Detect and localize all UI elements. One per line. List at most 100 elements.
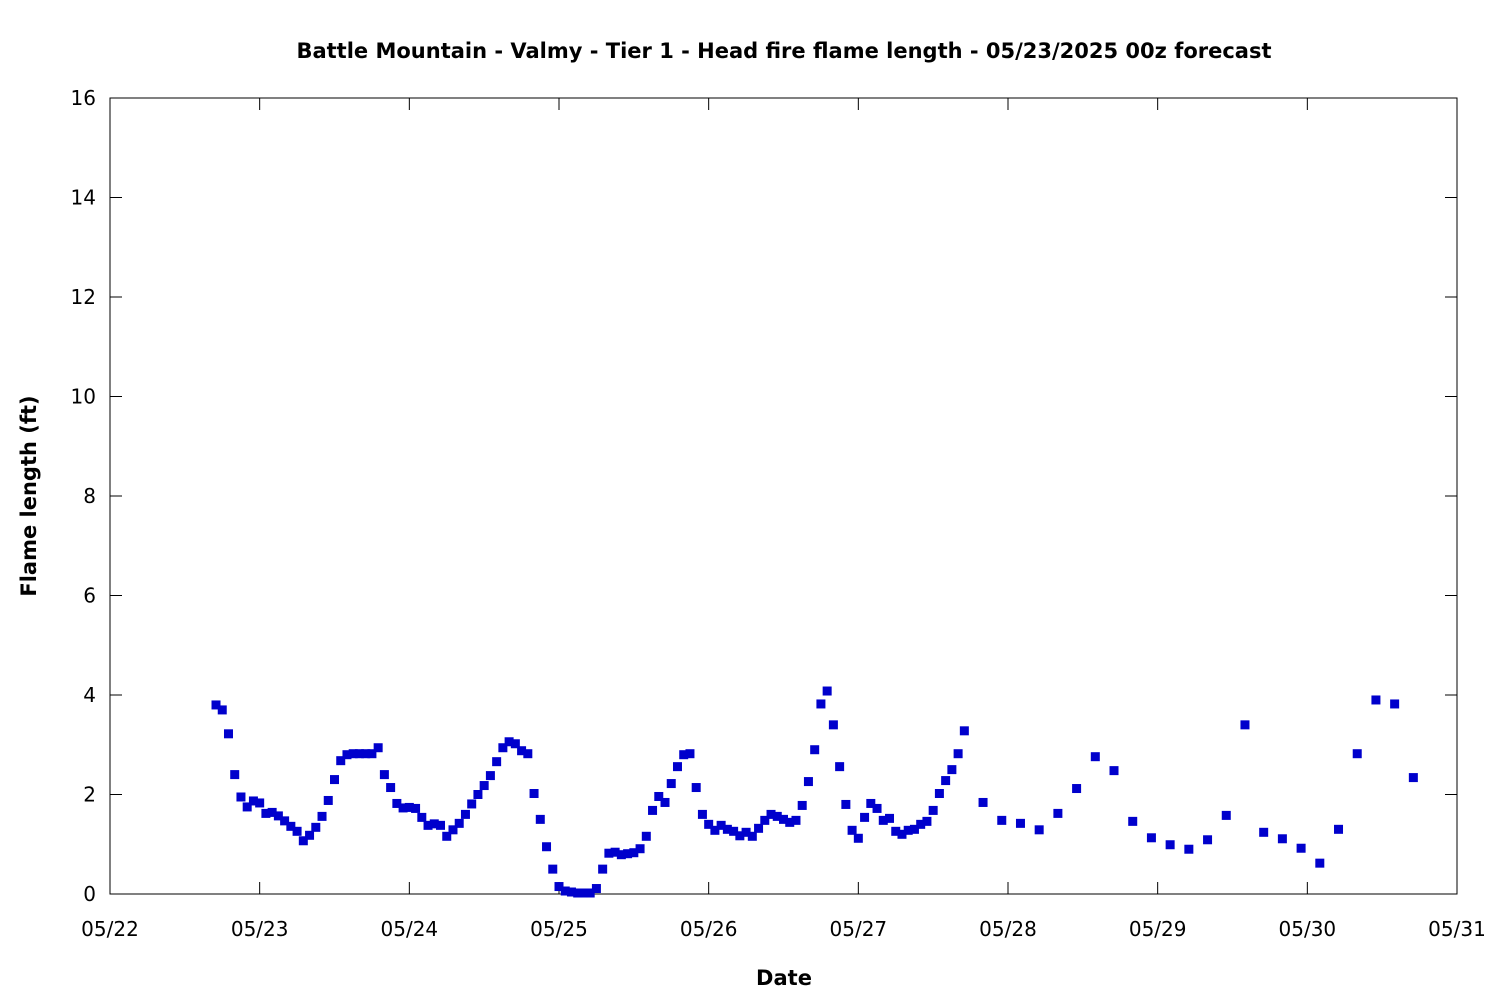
data-point xyxy=(891,826,901,836)
data-point xyxy=(722,824,732,834)
y-tick-label: 2 xyxy=(83,783,96,807)
data-point xyxy=(828,720,838,730)
y-tick-label: 10 xyxy=(71,385,96,409)
y-tick-label: 4 xyxy=(83,683,96,707)
y-tick-label: 12 xyxy=(71,285,96,309)
x-tick-label: 05/28 xyxy=(979,917,1037,941)
data-point xyxy=(853,833,863,843)
data-point xyxy=(672,762,682,772)
data-point xyxy=(1015,818,1025,828)
data-point xyxy=(885,813,895,823)
chart-title: Battle Mountain - Valmy - Tier 1 - Head … xyxy=(296,39,1271,63)
data-point xyxy=(1334,824,1344,834)
x-tick-label: 05/25 xyxy=(530,917,588,941)
data-point xyxy=(716,820,726,830)
data-point xyxy=(697,809,707,819)
data-point xyxy=(959,726,969,736)
x-tick-label: 05/23 xyxy=(231,917,289,941)
data-point xyxy=(934,789,944,799)
data-point xyxy=(635,844,645,854)
data-point xyxy=(423,820,433,830)
x-tick-label: 05/30 xyxy=(1279,917,1337,941)
x-axis: 05/22 05/23 05/24 05/25 05/26 05/27 05/28 05/29… xyxy=(81,98,1486,941)
data-point xyxy=(392,798,402,808)
y-axis: 0 2 4 6 8 10 12 14 16 xyxy=(71,86,1457,906)
data-point xyxy=(504,737,514,747)
data-point xyxy=(1277,834,1287,844)
data-point xyxy=(953,749,963,759)
data-point xyxy=(460,809,470,819)
x-tick-label: 05/26 xyxy=(680,917,738,941)
x-tick-label: 05/22 xyxy=(81,917,139,941)
data-point xyxy=(648,805,658,815)
data-point xyxy=(591,884,601,894)
data-point xyxy=(217,705,227,715)
plot-frame xyxy=(109,97,1458,895)
data-point xyxy=(1315,858,1325,868)
data-point xyxy=(679,750,689,760)
data-point xyxy=(311,822,321,832)
data-point xyxy=(585,888,595,898)
data-point xyxy=(654,791,664,801)
data-point xyxy=(267,807,277,817)
data-point xyxy=(947,765,957,775)
data-point xyxy=(298,836,308,846)
data-point xyxy=(354,749,364,759)
data-point xyxy=(560,886,570,896)
data-point xyxy=(1259,827,1269,837)
data-point xyxy=(373,743,383,753)
data-point xyxy=(928,805,938,815)
data-point xyxy=(1165,840,1175,850)
y-tick-label: 8 xyxy=(83,484,96,508)
data-point xyxy=(379,770,389,780)
x-tick-label: 05/31 xyxy=(1428,917,1486,941)
data-point xyxy=(230,770,240,780)
data-point xyxy=(872,803,882,813)
data-point xyxy=(492,757,502,767)
y-tick-label: 14 xyxy=(71,186,96,210)
data-point xyxy=(255,798,265,808)
data-point xyxy=(542,842,552,852)
data-point xyxy=(286,821,296,831)
data-point xyxy=(1109,766,1119,776)
data-point xyxy=(835,762,845,772)
data-point xyxy=(411,803,421,813)
data-point xyxy=(1053,808,1063,818)
data-point xyxy=(223,729,233,739)
data-point xyxy=(1390,699,1400,709)
data-point xyxy=(517,746,527,756)
data-point xyxy=(841,799,851,809)
data-point xyxy=(348,749,358,759)
data-point xyxy=(897,829,907,839)
data-point xyxy=(1128,816,1138,826)
data-point xyxy=(467,799,477,809)
data-point xyxy=(473,790,483,799)
data-point xyxy=(510,739,520,749)
data-point xyxy=(747,831,757,841)
data-point xyxy=(242,802,252,812)
data-point xyxy=(1352,749,1362,759)
data-point xyxy=(548,864,558,874)
data-point xyxy=(598,864,608,874)
data-point xyxy=(629,848,639,858)
data-point xyxy=(666,779,676,789)
x-tick-label: 05/29 xyxy=(1129,917,1187,941)
data-point xyxy=(330,775,339,785)
data-point xyxy=(367,749,377,759)
data-point xyxy=(448,825,458,835)
data-point xyxy=(554,882,564,892)
data-series xyxy=(211,686,1418,898)
data-point xyxy=(323,795,333,805)
data-point xyxy=(317,811,327,821)
data-point xyxy=(822,686,832,696)
data-point xyxy=(1371,695,1381,705)
data-point xyxy=(710,825,720,835)
data-point xyxy=(273,811,283,821)
data-point xyxy=(261,808,271,818)
data-point xyxy=(248,796,258,806)
data-point xyxy=(523,749,533,759)
data-point xyxy=(691,783,701,793)
y-tick-label: 6 xyxy=(83,584,96,608)
data-point xyxy=(479,781,489,791)
